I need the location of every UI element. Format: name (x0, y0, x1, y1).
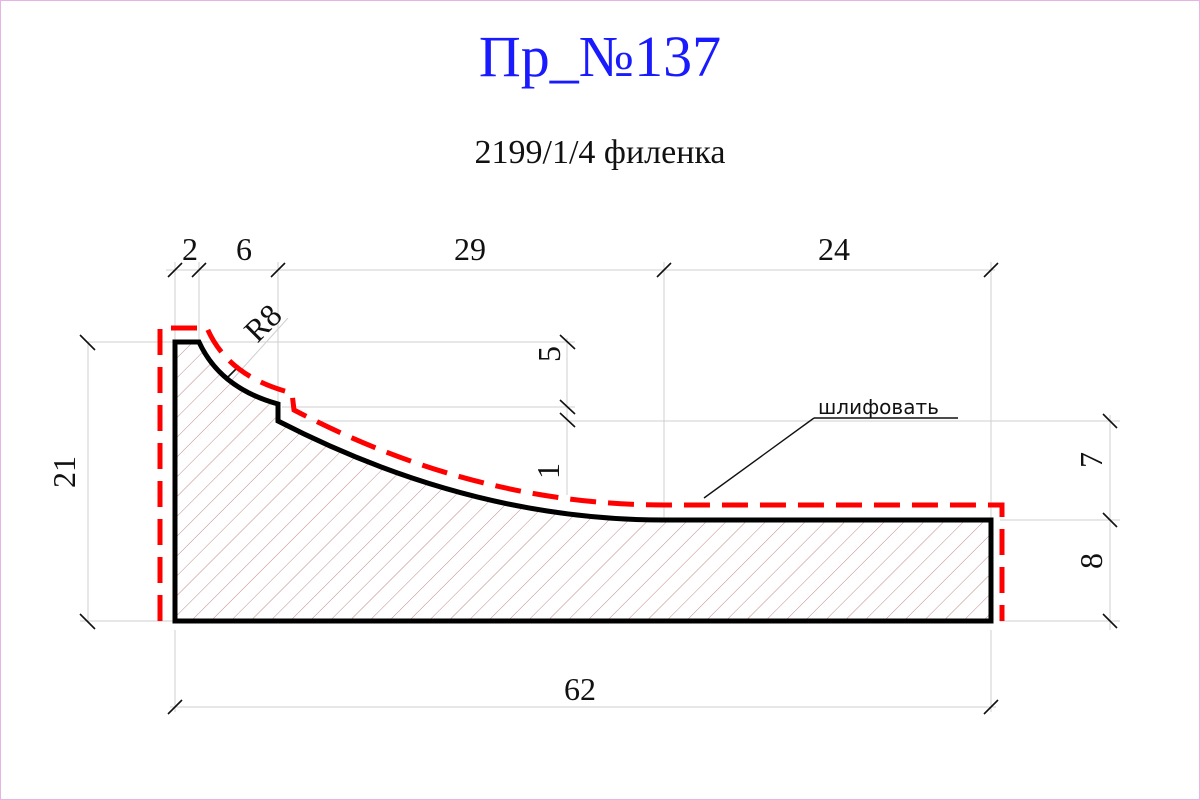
profile-section (172, 339, 994, 624)
extension-lines (80, 262, 1120, 712)
sanding-outline (157, 325, 1005, 621)
dim-top-2: 2 (182, 231, 198, 267)
drawing-subtitle: 2199/1/4 филенка (474, 134, 726, 171)
dim-step-1: 1 (530, 463, 566, 479)
dim-top-6: 6 (236, 231, 252, 267)
dim-left-21: 21 (46, 456, 82, 488)
dim-right-7: 7 (1073, 452, 1109, 468)
dim-radius: R8 (237, 297, 289, 349)
note-sanding: шлифовать (818, 395, 939, 419)
drawing-title: Пр_№137 (478, 24, 722, 89)
dim-top-29: 29 (454, 231, 486, 267)
dimension-ticks (79, 262, 1118, 715)
note-leader (703, 417, 958, 499)
dim-right-8: 8 (1073, 553, 1109, 569)
dim-bottom-62: 62 (564, 671, 596, 707)
dim-step-5: 5 (531, 346, 567, 362)
dim-top-24: 24 (818, 231, 850, 267)
